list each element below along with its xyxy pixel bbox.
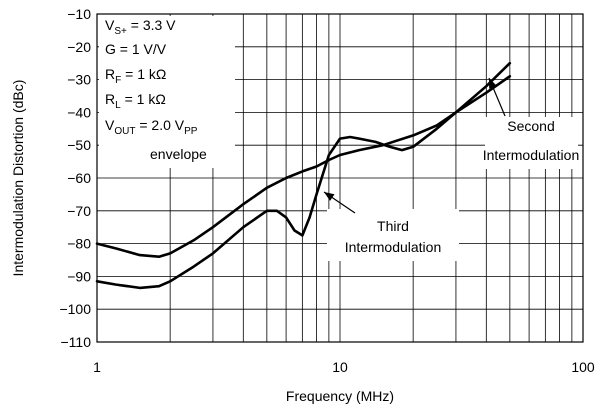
- series-annotation-label: Third: [377, 218, 409, 234]
- series-annotation-label: Second: [507, 118, 554, 134]
- annotation-background: [327, 209, 459, 261]
- y-tick-label: −10: [67, 6, 91, 22]
- plot-frame: [96, 13, 584, 343]
- y-tick-label: −100: [59, 301, 91, 317]
- x-tick-labels: 1 10 100: [93, 359, 595, 375]
- test-conditions: VS+ = 3.3 V G = 1 V/V RF = 1 kΩ RL = 1 kΩ VO…: [99, 16, 235, 168]
- annotation-background: [485, 117, 578, 169]
- conditions-background: [99, 16, 235, 168]
- y-tick-label: −60: [67, 170, 91, 186]
- annotation-arrow-head: [324, 192, 335, 201]
- y-axis-title: Intermodulation Distortion (dBc): [10, 80, 26, 277]
- condition-line: VS+ = 3.3 V: [105, 17, 176, 37]
- y-tick-label: −110: [61, 334, 92, 350]
- y-tick-label: −20: [67, 39, 91, 55]
- series-annotation-label: Intermodulation: [483, 147, 580, 163]
- x-tick-label: 10: [332, 359, 348, 375]
- condition-line: envelope: [150, 146, 207, 162]
- condition-line: RL = 1 kΩ: [105, 91, 166, 111]
- annotation-arrow-head: [489, 78, 497, 89]
- x-tick-label: 1: [93, 359, 101, 375]
- y-tick-label: −90: [67, 268, 91, 284]
- y-tick-label: −70: [67, 203, 91, 219]
- series-line-1: [95, 75, 512, 259]
- x-tick-label: 100: [571, 359, 595, 375]
- series-layer: [95, 61, 512, 290]
- series-annotations: Second Intermodulation Third Intermodulatio…: [323, 77, 580, 261]
- y-tick-label: −50: [67, 137, 91, 153]
- y-tick-labels: −10 −20 −30 −40 −50 −60 −70 −80 −90 −100 −110: [59, 6, 91, 350]
- y-tick-label: −40: [67, 104, 91, 120]
- y-tick-label: −30: [67, 72, 91, 88]
- condition-line: RF = 1 kΩ: [105, 66, 166, 86]
- series-annotation-label: Intermodulation: [345, 239, 442, 255]
- condition-line: G = 1 V/V: [105, 41, 167, 57]
- y-tick-label: −80: [67, 236, 91, 252]
- series-line-2: [95, 61, 512, 290]
- condition-line: VOUT = 2.0 VPP: [105, 117, 198, 137]
- x-axis-title: Frequency (MHz): [286, 388, 394, 404]
